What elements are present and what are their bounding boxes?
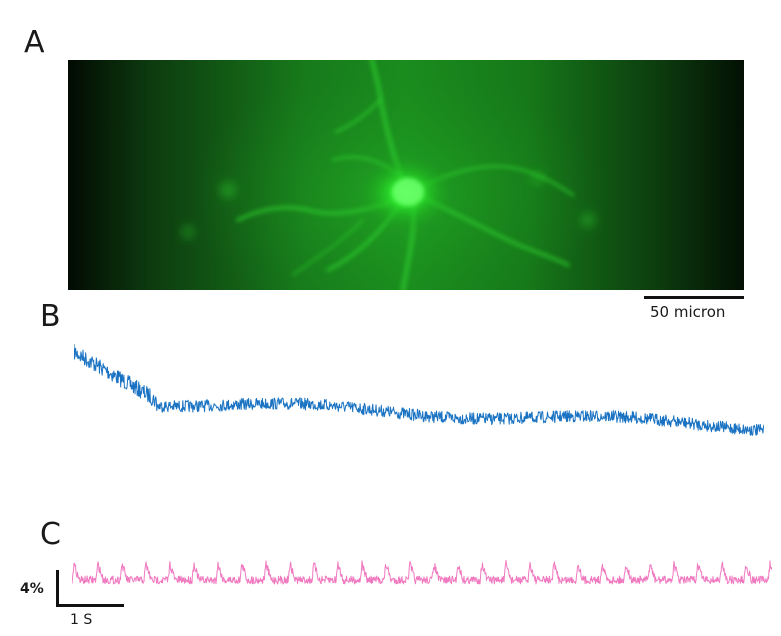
micrograph-image [68,60,744,290]
scale-bar-time-label: 1 S [70,612,93,628]
scale-bar-amplitude-label: 4% [20,581,44,597]
panel-letter-a: A [24,25,45,60]
panel-letter-c: C [40,517,61,552]
scale-bar-time [56,604,124,607]
scale-bar-micrograph-label: 50 micron [650,303,726,321]
trace-b-line [74,343,764,436]
trace-c-line [72,559,772,585]
trace-c-pink [72,559,772,585]
panel-letter-b: B [40,299,61,334]
scale-bar-micrograph [644,296,744,299]
fluorescence-micrograph [68,60,744,290]
trace-b-blue [74,343,764,436]
scale-bar-amplitude [56,570,59,606]
